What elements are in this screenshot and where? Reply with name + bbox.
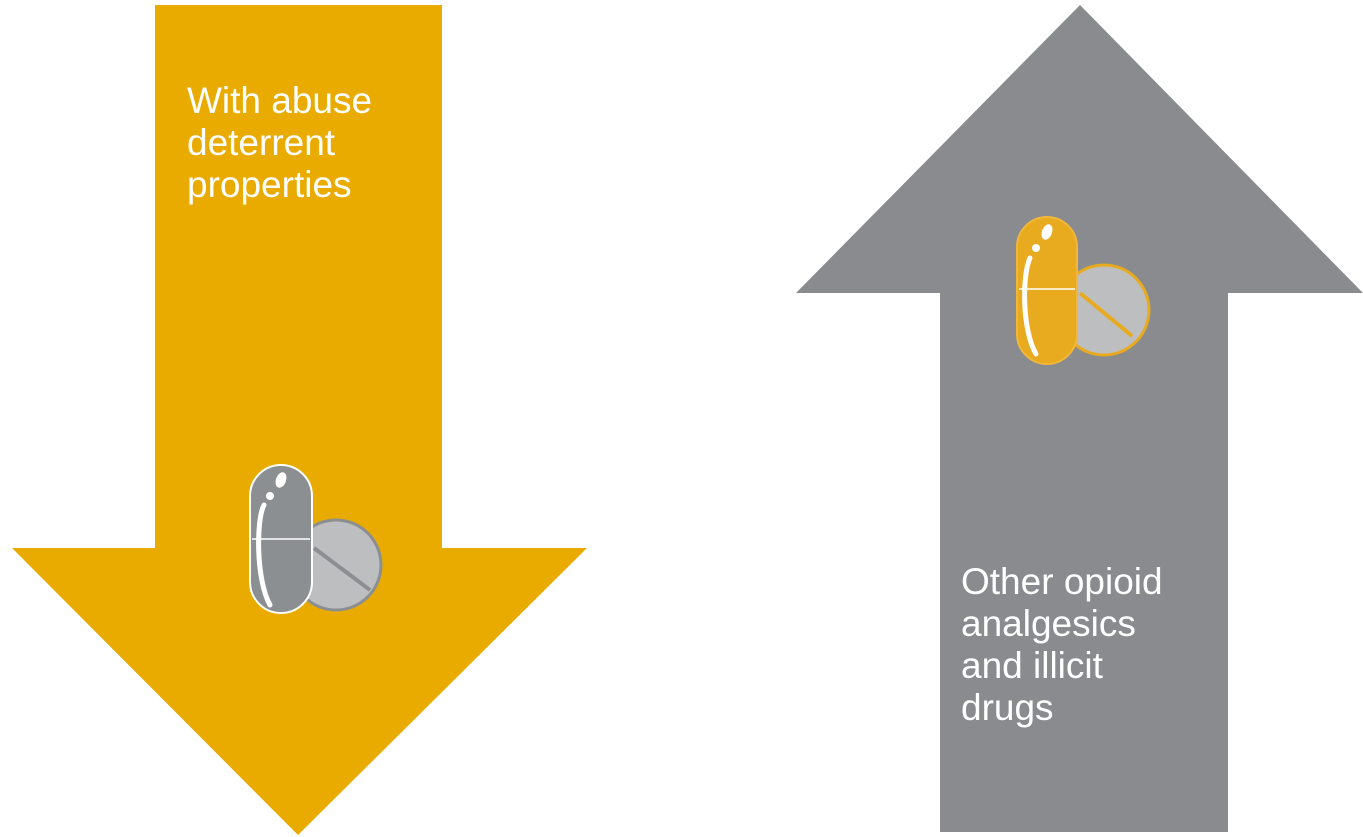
capsule-icon — [1016, 216, 1078, 365]
capsule-shine-small — [1032, 244, 1040, 252]
down-arrow — [12, 5, 587, 835]
pill-icon-up — [1016, 216, 1151, 365]
capsule-highlight — [1022, 255, 1039, 357]
down-arrow-label: With abuse deterrent properties — [187, 80, 373, 205]
pill-icon-down — [249, 464, 383, 614]
capsule-highlight — [256, 502, 273, 608]
capsule-shine-small — [266, 492, 274, 500]
tablet-score-line — [312, 546, 372, 592]
capsule-shine-large — [1041, 224, 1053, 240]
tablet-score-line — [1078, 291, 1134, 338]
up-arrow — [796, 5, 1363, 832]
up-arrow-label: Other opioid analgesics and illicit drug… — [961, 561, 1163, 728]
capsule-shine-large — [275, 472, 287, 488]
